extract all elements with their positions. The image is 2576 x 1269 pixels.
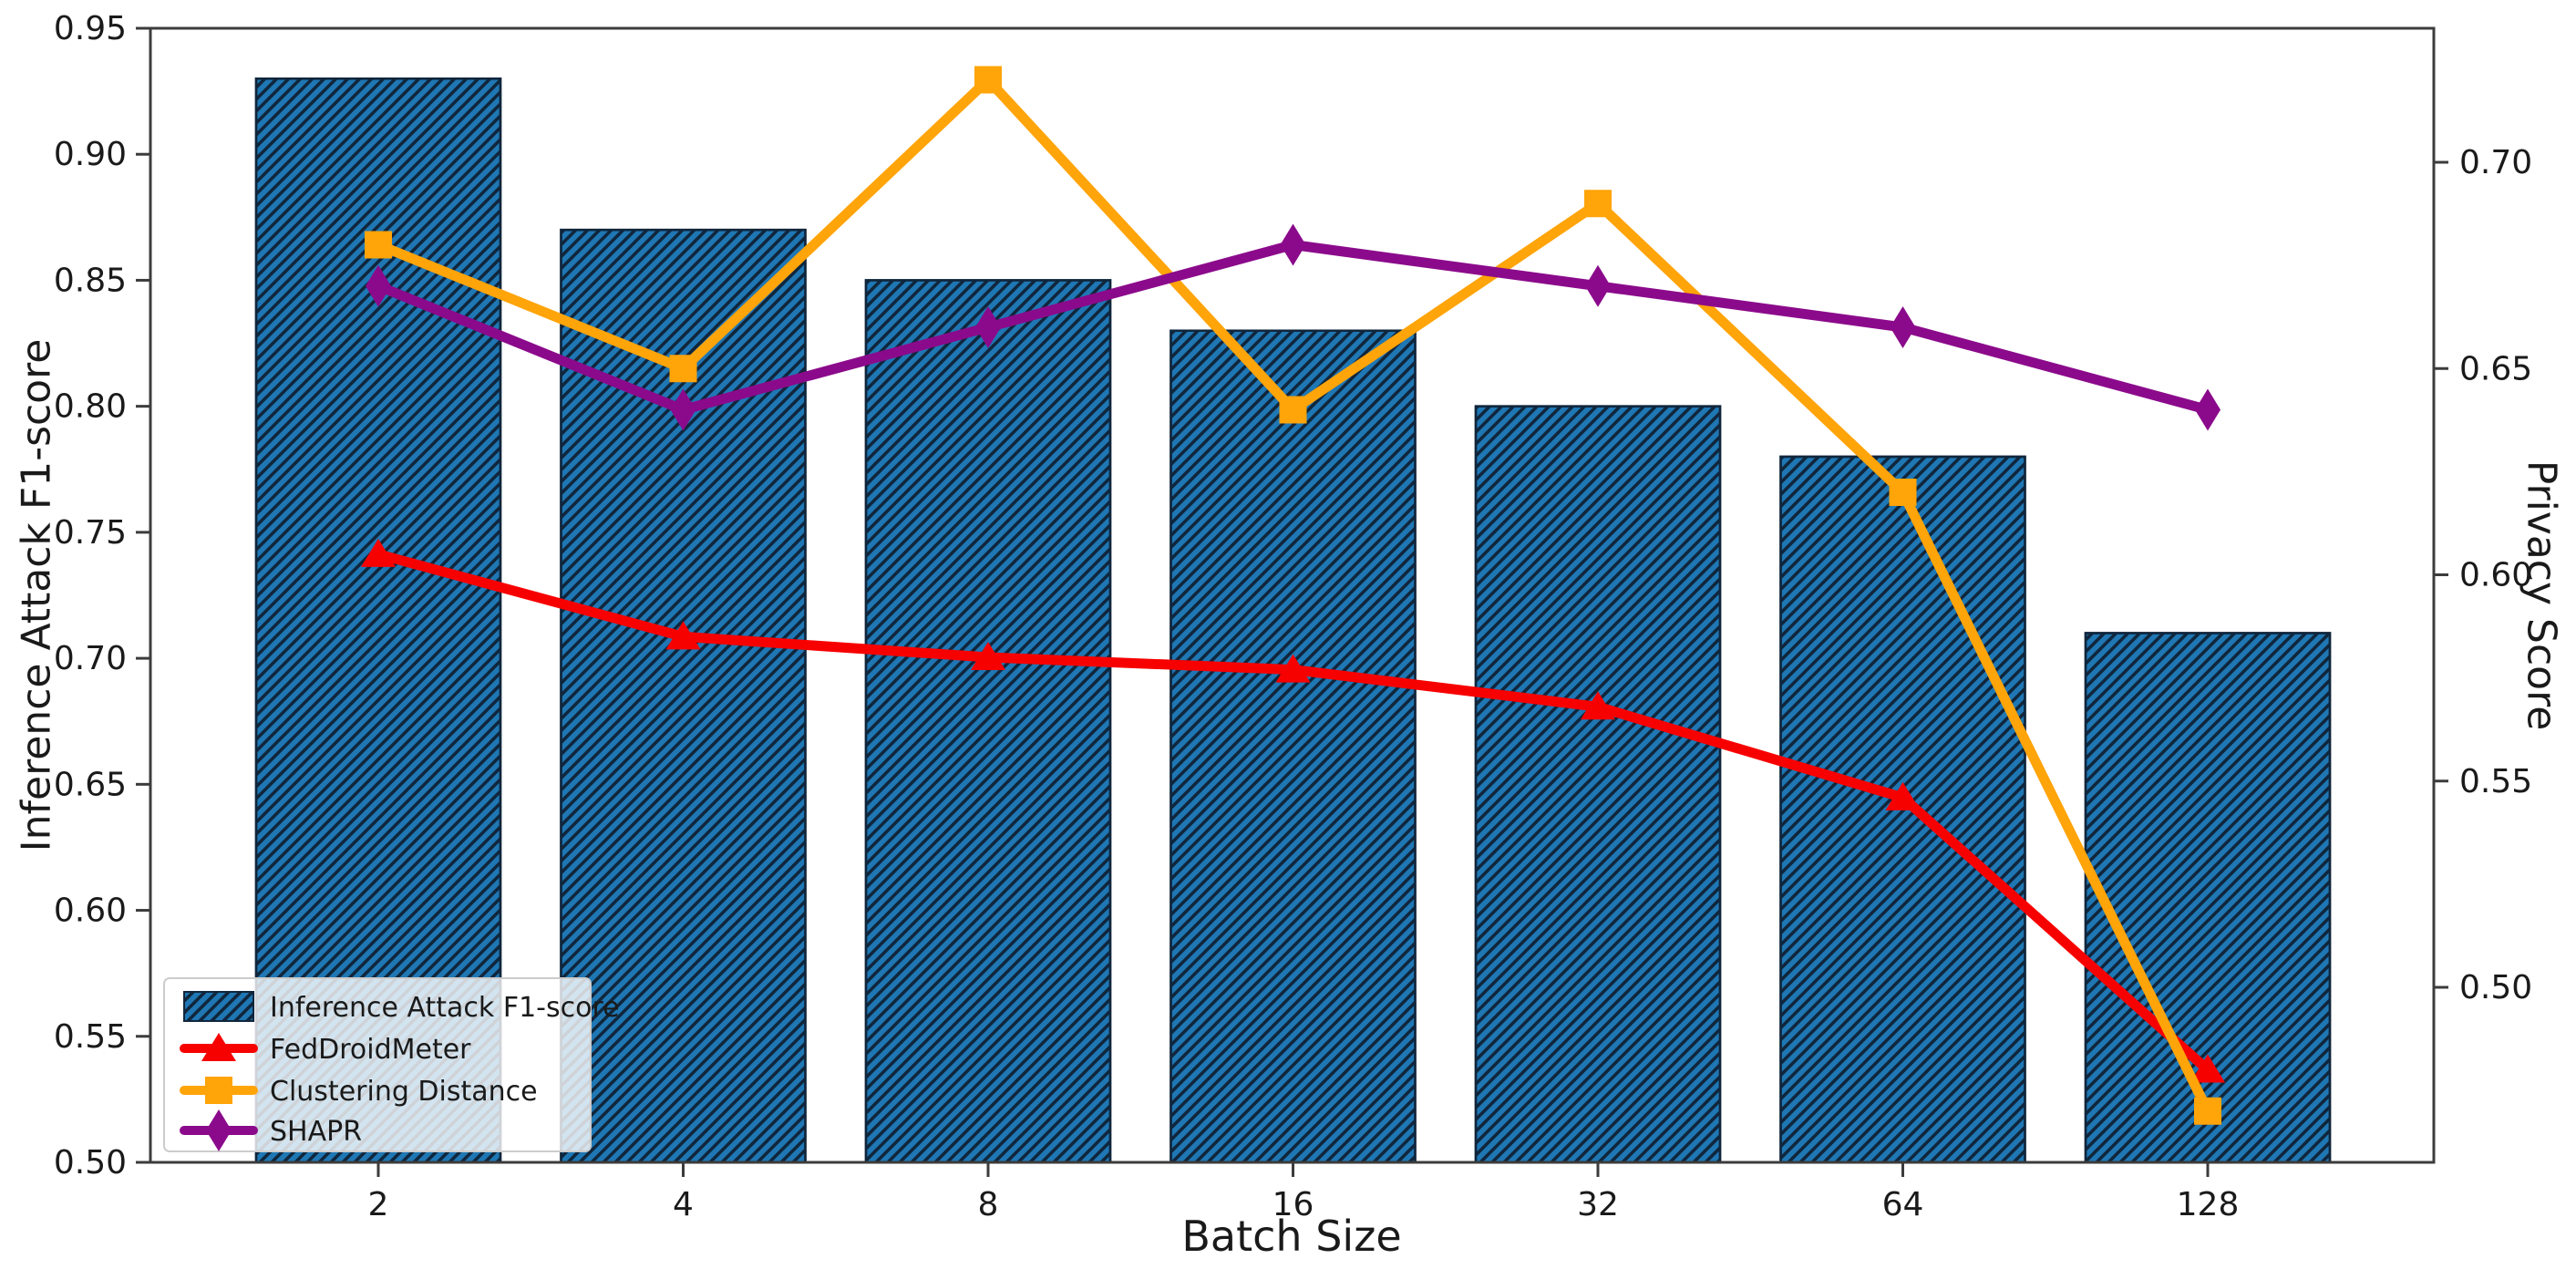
right-axis-tick-label: 0.60 bbox=[2459, 557, 2532, 594]
marker-square-8 bbox=[974, 66, 1002, 94]
marker-triangle_up-64 bbox=[1885, 781, 1921, 810]
x-axis-tick-label: 16 bbox=[1273, 1186, 1314, 1223]
x-axis-tick-label: 32 bbox=[1577, 1186, 1619, 1223]
x-axis-tick-label: 128 bbox=[2177, 1186, 2240, 1223]
right-axis-tick-label: 0.70 bbox=[2459, 144, 2532, 181]
legend-box bbox=[163, 977, 592, 1152]
marker-triangle_up-8 bbox=[971, 642, 1005, 670]
right-axis-tick-label: 0.55 bbox=[2459, 763, 2532, 800]
left-axis-tick-label: 0.65 bbox=[54, 766, 127, 803]
bar-hatch-overlay bbox=[1170, 329, 1417, 1164]
right-axis-tick-label: 0.50 bbox=[2459, 969, 2532, 1006]
bar-hatch-overlay bbox=[864, 279, 1112, 1164]
marker-thin_diamond-128 bbox=[2195, 388, 2221, 431]
left-axis-tick-label: 0.80 bbox=[54, 388, 127, 426]
left-axis-tick-label: 0.95 bbox=[54, 10, 127, 47]
x-axis-tick-label: 4 bbox=[673, 1186, 694, 1223]
left-axis-tick-label: 0.75 bbox=[54, 514, 127, 552]
marker-thin_diamond-4 bbox=[670, 388, 696, 431]
legend-marker-triangle_up bbox=[201, 1033, 236, 1061]
marker-triangle_up-128 bbox=[2190, 1054, 2225, 1083]
legend-label: Inference Attack F1-score bbox=[270, 992, 620, 1024]
marker-triangle_up-4 bbox=[665, 621, 701, 650]
left-axis-tick-label: 0.50 bbox=[54, 1144, 127, 1181]
marker-thin_diamond-32 bbox=[1585, 264, 1611, 307]
marker-triangle_up-16 bbox=[1275, 654, 1311, 683]
marker-square-2 bbox=[365, 231, 392, 259]
marker-square-4 bbox=[669, 355, 697, 383]
right-axis-tick-label: 0.65 bbox=[2459, 350, 2532, 387]
marker-thin_diamond-64 bbox=[1890, 306, 1916, 348]
marker-square-32 bbox=[1584, 190, 1612, 218]
x-axis-tick-label: 2 bbox=[368, 1186, 389, 1223]
bar-hatch-overlay bbox=[1474, 405, 1722, 1164]
left-axis-tick-label: 0.70 bbox=[54, 640, 127, 677]
bar-hatch-overlay bbox=[2084, 632, 2332, 1164]
x-axis-tick-label: 8 bbox=[978, 1186, 999, 1223]
left-axis-tick-label: 0.55 bbox=[54, 1018, 127, 1056]
legend-label: Clustering Distance bbox=[270, 1076, 538, 1108]
left-axis-tick-label: 0.60 bbox=[54, 892, 127, 930]
marker-triangle_up-32 bbox=[1581, 691, 1615, 720]
marker-square-16 bbox=[1279, 396, 1307, 424]
marker-thin_diamond-16 bbox=[1280, 223, 1306, 266]
marker-triangle_up-2 bbox=[361, 538, 396, 567]
marker-thin_diamond-2 bbox=[366, 264, 391, 307]
legend-label: SHAPR bbox=[270, 1116, 362, 1148]
legend-bar-swatch-hatch bbox=[183, 991, 254, 1022]
x-axis-title: Batch Size bbox=[1181, 1212, 1402, 1261]
right-axis-title: Privacy Score bbox=[2518, 459, 2565, 731]
marker-square-128 bbox=[2194, 1097, 2221, 1125]
legend-marker-thin_diamond bbox=[206, 1109, 232, 1151]
legend-marker-square bbox=[205, 1077, 232, 1104]
marker-square-64 bbox=[1889, 479, 1917, 506]
legend-label: FedDroidMeter bbox=[270, 1034, 471, 1066]
left-axis-title: Inference Attack F1-score bbox=[13, 338, 60, 852]
marker-thin_diamond-8 bbox=[975, 306, 1001, 348]
left-axis-tick-label: 0.85 bbox=[54, 262, 127, 299]
left-axis-tick-label: 0.90 bbox=[54, 136, 127, 173]
x-axis-tick-label: 64 bbox=[1882, 1186, 1924, 1223]
